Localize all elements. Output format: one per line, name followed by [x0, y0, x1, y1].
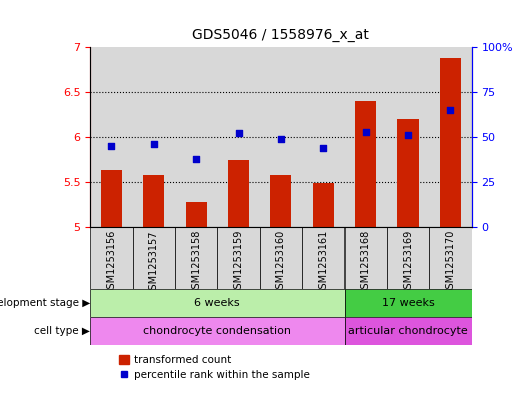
Point — [149, 141, 158, 147]
Bar — [429, 47, 472, 227]
Text: GSM1253169: GSM1253169 — [403, 230, 413, 296]
Bar — [90, 317, 344, 345]
Bar — [260, 227, 302, 289]
Point — [404, 132, 412, 138]
Text: chondrocyte condensation: chondrocyte condensation — [143, 326, 292, 336]
Bar — [344, 289, 472, 317]
Bar — [143, 175, 164, 227]
Bar — [175, 47, 217, 227]
Bar — [217, 227, 260, 289]
Point — [277, 136, 285, 142]
Point — [446, 107, 455, 113]
Point — [192, 156, 200, 162]
Bar — [355, 101, 376, 227]
Text: GSM1253170: GSM1253170 — [446, 230, 455, 296]
Bar — [270, 175, 292, 227]
Bar — [90, 47, 132, 227]
Bar — [186, 202, 207, 227]
Bar — [344, 227, 387, 289]
Bar — [217, 47, 260, 227]
Bar — [344, 317, 472, 345]
Bar — [387, 47, 429, 227]
Bar — [313, 183, 334, 227]
Point — [234, 130, 243, 137]
Bar — [90, 227, 132, 289]
Bar — [175, 227, 217, 289]
Bar — [132, 227, 175, 289]
Bar — [344, 47, 387, 227]
Point — [361, 129, 370, 135]
Bar — [429, 227, 472, 289]
Bar — [101, 171, 122, 227]
Point — [319, 145, 328, 151]
Bar — [132, 47, 175, 227]
Bar — [228, 160, 249, 227]
Bar — [260, 47, 302, 227]
Text: GSM1253161: GSM1253161 — [319, 230, 328, 296]
Text: GSM1253156: GSM1253156 — [107, 230, 116, 296]
Text: 17 weeks: 17 weeks — [382, 298, 435, 308]
Title: GDS5046 / 1558976_x_at: GDS5046 / 1558976_x_at — [192, 28, 369, 42]
Text: 6 weeks: 6 weeks — [195, 298, 240, 308]
Legend: transformed count, percentile rank within the sample: transformed count, percentile rank withi… — [114, 351, 314, 384]
Bar — [398, 119, 419, 227]
Text: GSM1253159: GSM1253159 — [234, 230, 243, 296]
Text: GSM1253158: GSM1253158 — [191, 230, 201, 296]
Text: GSM1253160: GSM1253160 — [276, 230, 286, 296]
Bar — [90, 289, 344, 317]
Bar — [302, 47, 344, 227]
Bar — [387, 227, 429, 289]
Bar — [440, 58, 461, 227]
Text: articular chondrocyte: articular chondrocyte — [348, 326, 468, 336]
Text: GSM1253157: GSM1253157 — [149, 230, 158, 296]
Text: cell type ▶: cell type ▶ — [34, 326, 90, 336]
Text: development stage ▶: development stage ▶ — [0, 298, 90, 308]
Point — [107, 143, 116, 149]
Bar — [302, 227, 344, 289]
Text: GSM1253168: GSM1253168 — [361, 230, 370, 296]
